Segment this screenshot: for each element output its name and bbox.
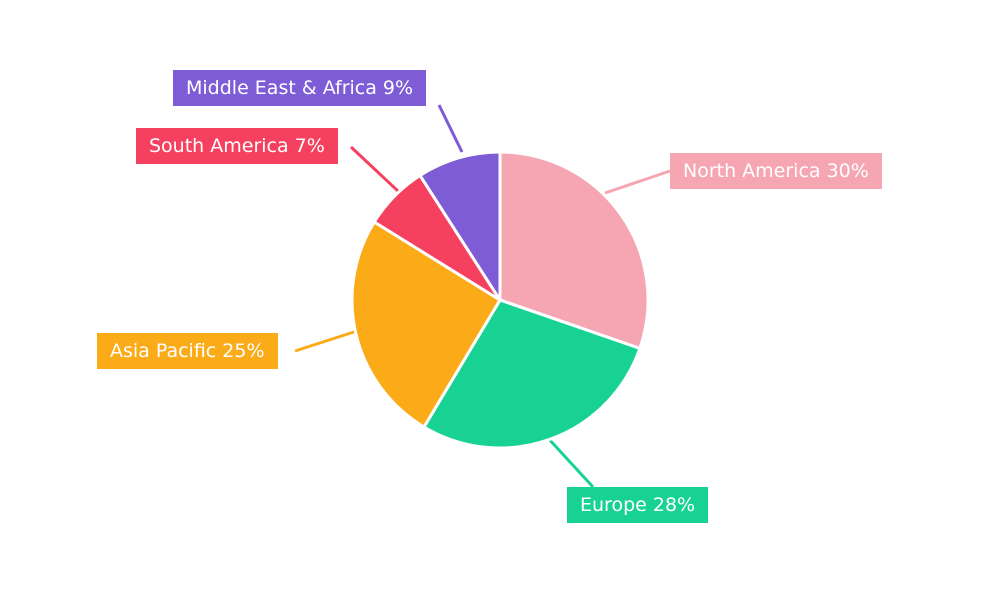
callout-label-south-america: South America 7% xyxy=(136,128,338,164)
leader-line-north-america xyxy=(604,169,671,195)
leader-line-middle-east-and-africa xyxy=(437,104,464,153)
callout-label-middle-east-africa: Middle East & Africa 9% xyxy=(173,70,427,106)
pie-slice-asia-pacific[interactable] xyxy=(350,220,502,429)
pie-slice-north-america[interactable] xyxy=(498,150,650,350)
callout-label-asia-pacific: Asia Pacific 25% xyxy=(97,333,278,369)
pie-slice-middle-east-and-africa[interactable] xyxy=(418,150,502,302)
callout-label-europe: Europe 28% xyxy=(567,487,709,523)
leader-line-asia-pacific xyxy=(294,329,358,353)
callout-label-north-america: North America 30% xyxy=(670,153,882,189)
leader-line-europe xyxy=(545,435,595,489)
